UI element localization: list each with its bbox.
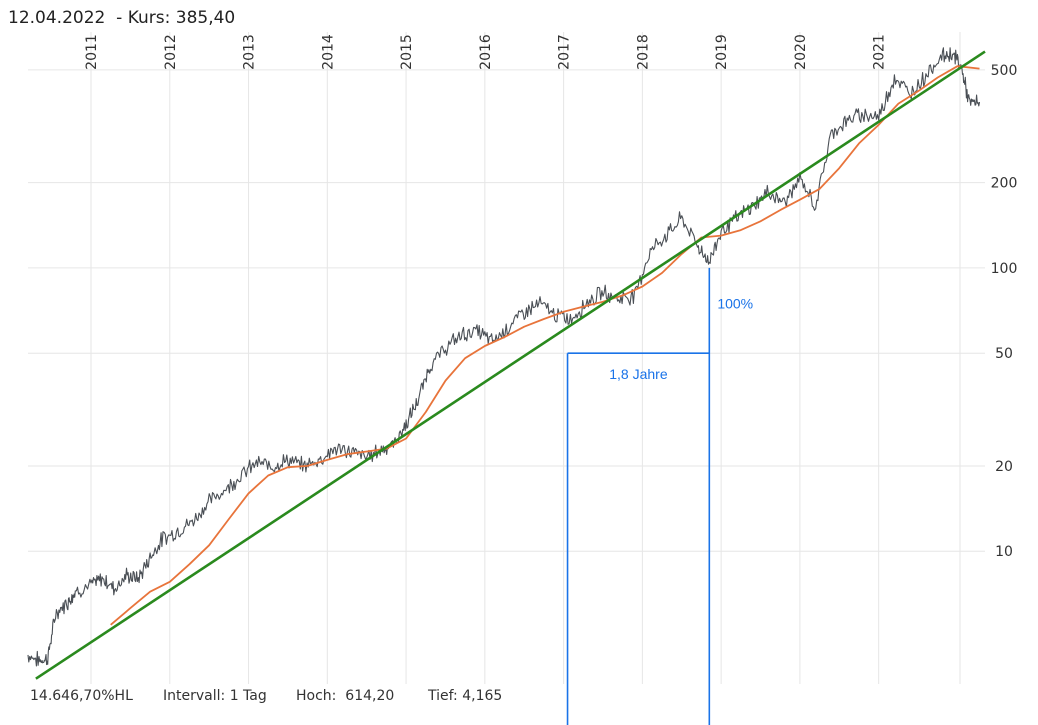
x-tick-label: 2011	[84, 34, 100, 70]
x-tick-label: 2013	[242, 34, 258, 70]
footer-low-label: Tief:	[428, 688, 458, 704]
footer-change: 14.646,70%HL	[30, 688, 133, 704]
y-tick-label: 50	[995, 346, 1013, 362]
y-tick-label: 10	[995, 544, 1013, 560]
y-tick-label: 100	[991, 261, 1018, 277]
y-tick-label: 200	[991, 176, 1018, 192]
annotation-duration-label: 1,8 Jahre	[609, 366, 668, 382]
header-price-label: - Kurs:	[116, 8, 170, 28]
annotation-percent-label: 100%	[717, 296, 753, 312]
footer-high-label: Hoch:	[296, 688, 336, 704]
measurement-annotations	[568, 268, 710, 725]
x-tick-label: 2021	[872, 34, 888, 70]
footer-interval-label: Intervall:	[163, 688, 225, 704]
y-tick-label: 20	[995, 459, 1013, 475]
x-tick-label: 2017	[557, 34, 573, 70]
x-tick-label: 2019	[714, 34, 730, 70]
x-tick-label: 2018	[635, 34, 651, 70]
header-price: 385,40	[176, 8, 235, 28]
footer-low: Tief: 4,165	[428, 688, 502, 704]
moving-average-line	[111, 66, 980, 625]
x-axis-ticks: 2011 2012 2013 2014 2015 2016 2017 2018 2019 2020…	[84, 34, 888, 70]
x-tick-label: 2015	[399, 34, 415, 70]
header-date: 12.04.2022	[8, 8, 105, 28]
x-tick-label: 2014	[320, 34, 336, 70]
annotation-labels: 100% 1,8 Jahre	[609, 296, 753, 383]
footer-low-value: 4,165	[462, 688, 502, 704]
x-tick-label: 2020	[793, 34, 809, 70]
chart-series	[28, 48, 985, 679]
y-axis-ticks: 10 20 50 100 200 500	[991, 63, 1018, 560]
chart-grid	[28, 32, 985, 684]
footer-high-value: 614,20	[345, 688, 394, 704]
x-tick-label: 2016	[478, 34, 494, 70]
footer-interval-value: 1 Tag	[230, 688, 267, 704]
y-tick-label: 500	[991, 63, 1018, 79]
trend-line	[36, 52, 985, 679]
stock-chart: 2011 2012 2013 2014 2015 2016 2017 2018 2019 2020…	[0, 0, 1038, 725]
footer-interval: Intervall: 1 Tag	[163, 688, 267, 704]
price-series-line	[28, 48, 980, 666]
footer-high: Hoch: 614,20	[296, 688, 394, 704]
chart-header: 12.04.2022 - Kurs: 385,40	[8, 8, 235, 28]
x-tick-label: 2012	[163, 34, 179, 70]
